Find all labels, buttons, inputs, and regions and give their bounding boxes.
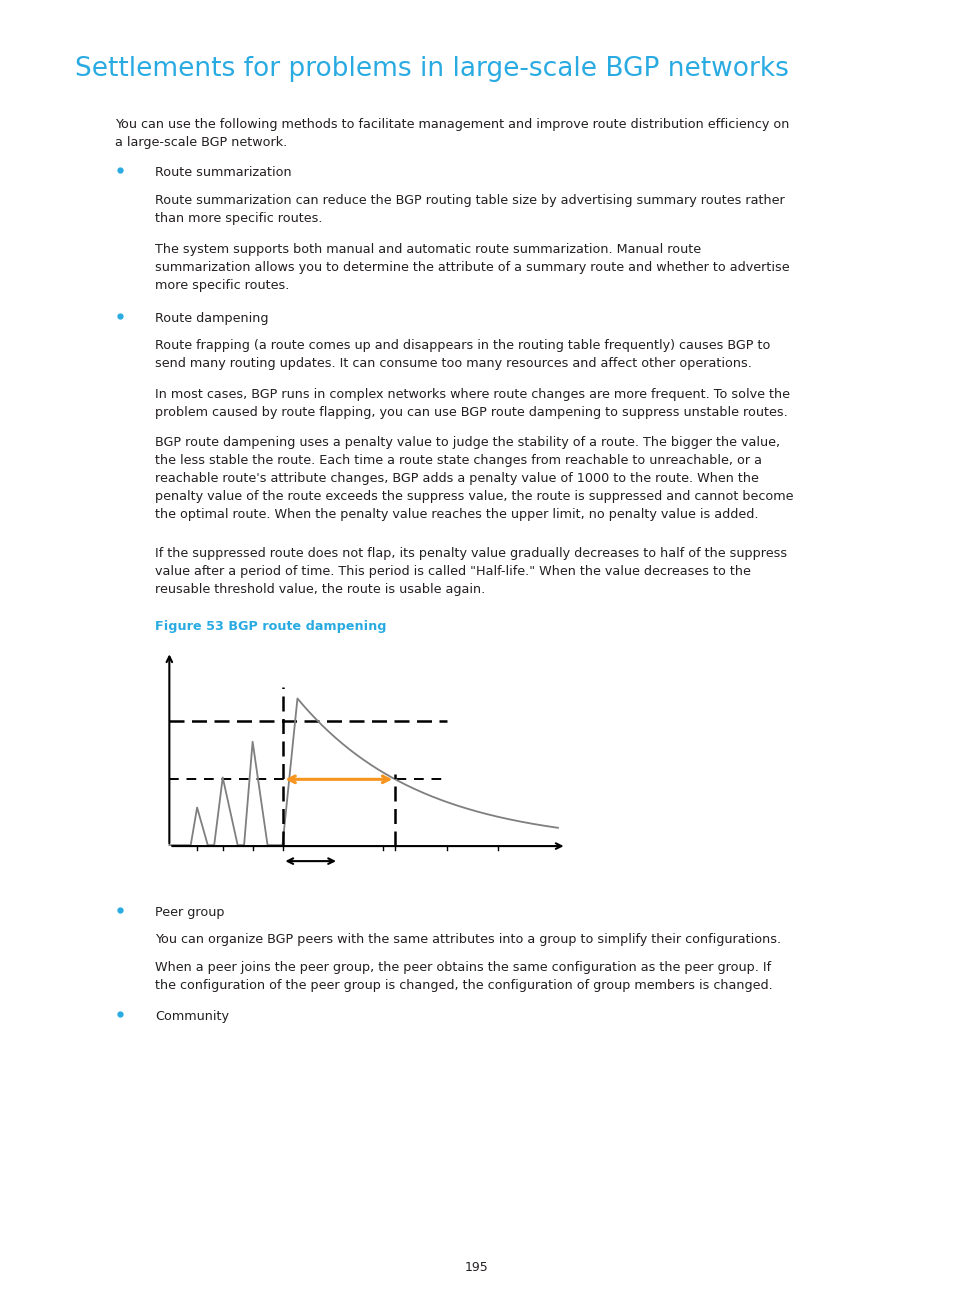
Text: Route summarization can reduce the BGP routing table size by advertising summary: Route summarization can reduce the BGP r… [154,194,784,226]
Text: When a peer joins the peer group, the peer obtains the same configuration as the: When a peer joins the peer group, the pe… [154,962,772,993]
Text: Peer group: Peer group [154,906,224,919]
Text: If the suppressed route does not flap, its penalty value gradually decreases to : If the suppressed route does not flap, i… [154,547,786,596]
Text: In most cases, BGP runs in complex networks where route changes are more frequen: In most cases, BGP runs in complex netwo… [154,388,789,419]
Text: Route frapping (a route comes up and disappears in the routing table frequently): Route frapping (a route comes up and dis… [154,340,770,371]
Text: Route summarization: Route summarization [154,166,292,179]
Text: Settlements for problems in large-scale BGP networks: Settlements for problems in large-scale … [75,56,788,82]
Text: You can use the following methods to facilitate management and improve route dis: You can use the following methods to fac… [115,118,788,149]
Text: BGP route dampening uses a penalty value to judge the stability of a route. The : BGP route dampening uses a penalty value… [154,435,793,521]
Text: Figure 53 BGP route dampening: Figure 53 BGP route dampening [154,619,386,632]
Text: 195: 195 [465,1261,488,1274]
Text: Route dampening: Route dampening [154,311,268,324]
Text: Community: Community [154,1010,229,1023]
Text: You can organize BGP peers with the same attributes into a group to simplify the: You can organize BGP peers with the same… [154,933,781,946]
Text: The system supports both manual and automatic route summarization. Manual route
: The system supports both manual and auto… [154,242,789,292]
